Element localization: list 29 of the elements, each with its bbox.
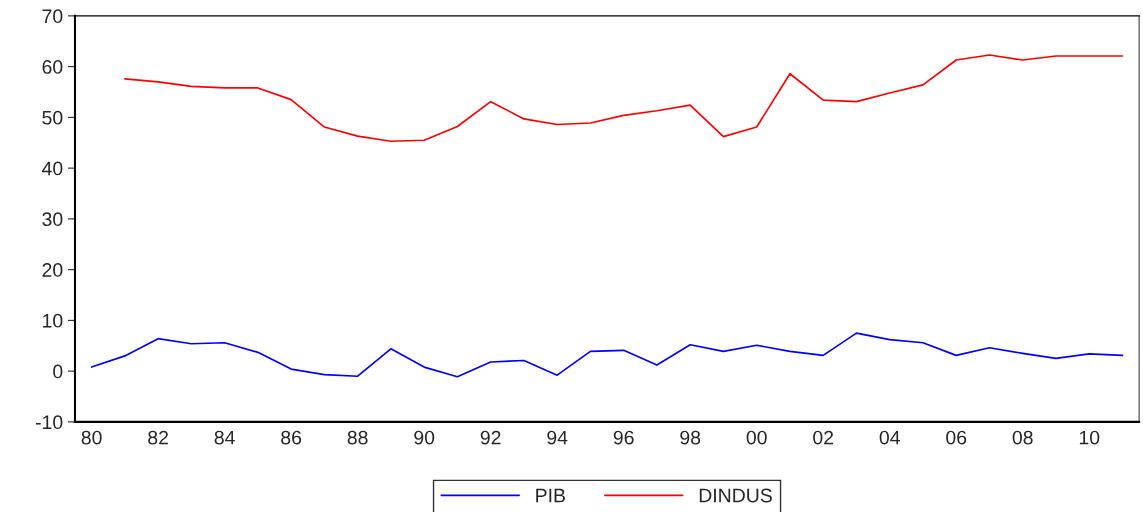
x-tick-label: 04 [879,430,900,445]
x-tick-label: 88 [347,430,368,445]
y-tick-label: 50 [42,110,63,125]
x-tick-label: 80 [81,430,102,445]
legend-label: DINDUS [699,488,772,503]
x-tick-label: 08 [1012,430,1033,445]
x-tick-label: 90 [414,430,435,445]
x-tick-label: 92 [480,430,501,445]
line-series [90,332,1124,378]
x-tick-label: 82 [148,430,168,445]
legend-label: PIB [536,488,565,503]
x-tick-label: 98 [680,430,701,445]
y-tick-label: 0 [53,364,63,379]
x-tick-label: 86 [281,430,302,445]
x-tick-label: 02 [813,430,834,445]
y-tick-label: 60 [42,60,63,74]
x-tick-label: 10 [1079,430,1100,445]
x-tick-label: 00 [746,430,767,445]
y-tick-label: 20 [42,263,63,277]
x-tick-label: 96 [613,430,634,445]
x-tick-label: 94 [547,430,568,445]
y-tick-label: 40 [42,161,63,176]
y-tick-label: 10 [43,313,63,328]
y-tick-label: 30 [42,212,63,227]
y-tick-label: -10 [35,415,63,430]
x-tick-label: 84 [214,430,235,445]
x-tick-label: 06 [946,430,967,445]
y-tick-label: 70 [42,9,63,24]
line-series [124,54,1124,143]
